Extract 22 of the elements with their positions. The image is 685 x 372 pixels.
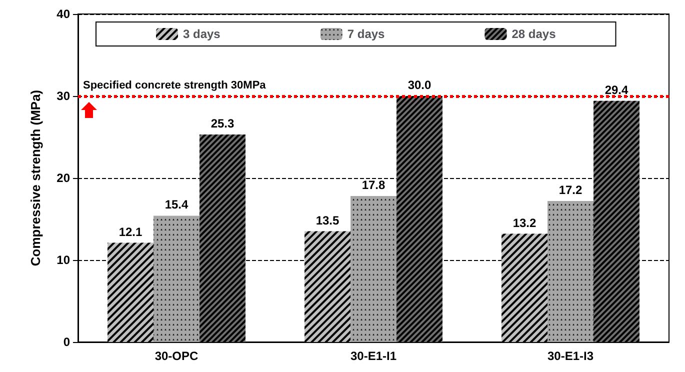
y-tick-label: 0: [63, 335, 70, 349]
data-label: 30.0: [408, 78, 432, 92]
x-tick-label: 30-E1-I1: [350, 349, 397, 363]
x-tick-label: 30-OPC: [154, 349, 198, 363]
data-label: 17.8: [362, 178, 386, 192]
y-tick-label: 10: [56, 253, 70, 267]
data-label: 12.1: [118, 224, 142, 239]
data-label: 13.2: [512, 216, 536, 230]
y-tick-label: 40: [56, 7, 70, 21]
legend-label: 3 days: [183, 27, 221, 41]
data-label: 25.3: [210, 116, 234, 131]
x-tick-label: 30-E1-I3: [547, 349, 594, 363]
ref-line-label: Specified concrete strength 30MPa: [83, 80, 267, 92]
legend-label: 7 days: [347, 27, 386, 41]
data-label: 13.5: [316, 213, 340, 228]
legend-label: 28 days: [512, 27, 556, 41]
data-label: 29.4: [604, 82, 628, 97]
y-axis-title: Compressive strength (MPa): [28, 90, 43, 266]
data-label: 15.4: [164, 198, 188, 212]
y-tick-label: 20: [56, 171, 70, 185]
y-tick-label: 30: [56, 89, 70, 103]
data-label: 17.2: [558, 182, 582, 197]
